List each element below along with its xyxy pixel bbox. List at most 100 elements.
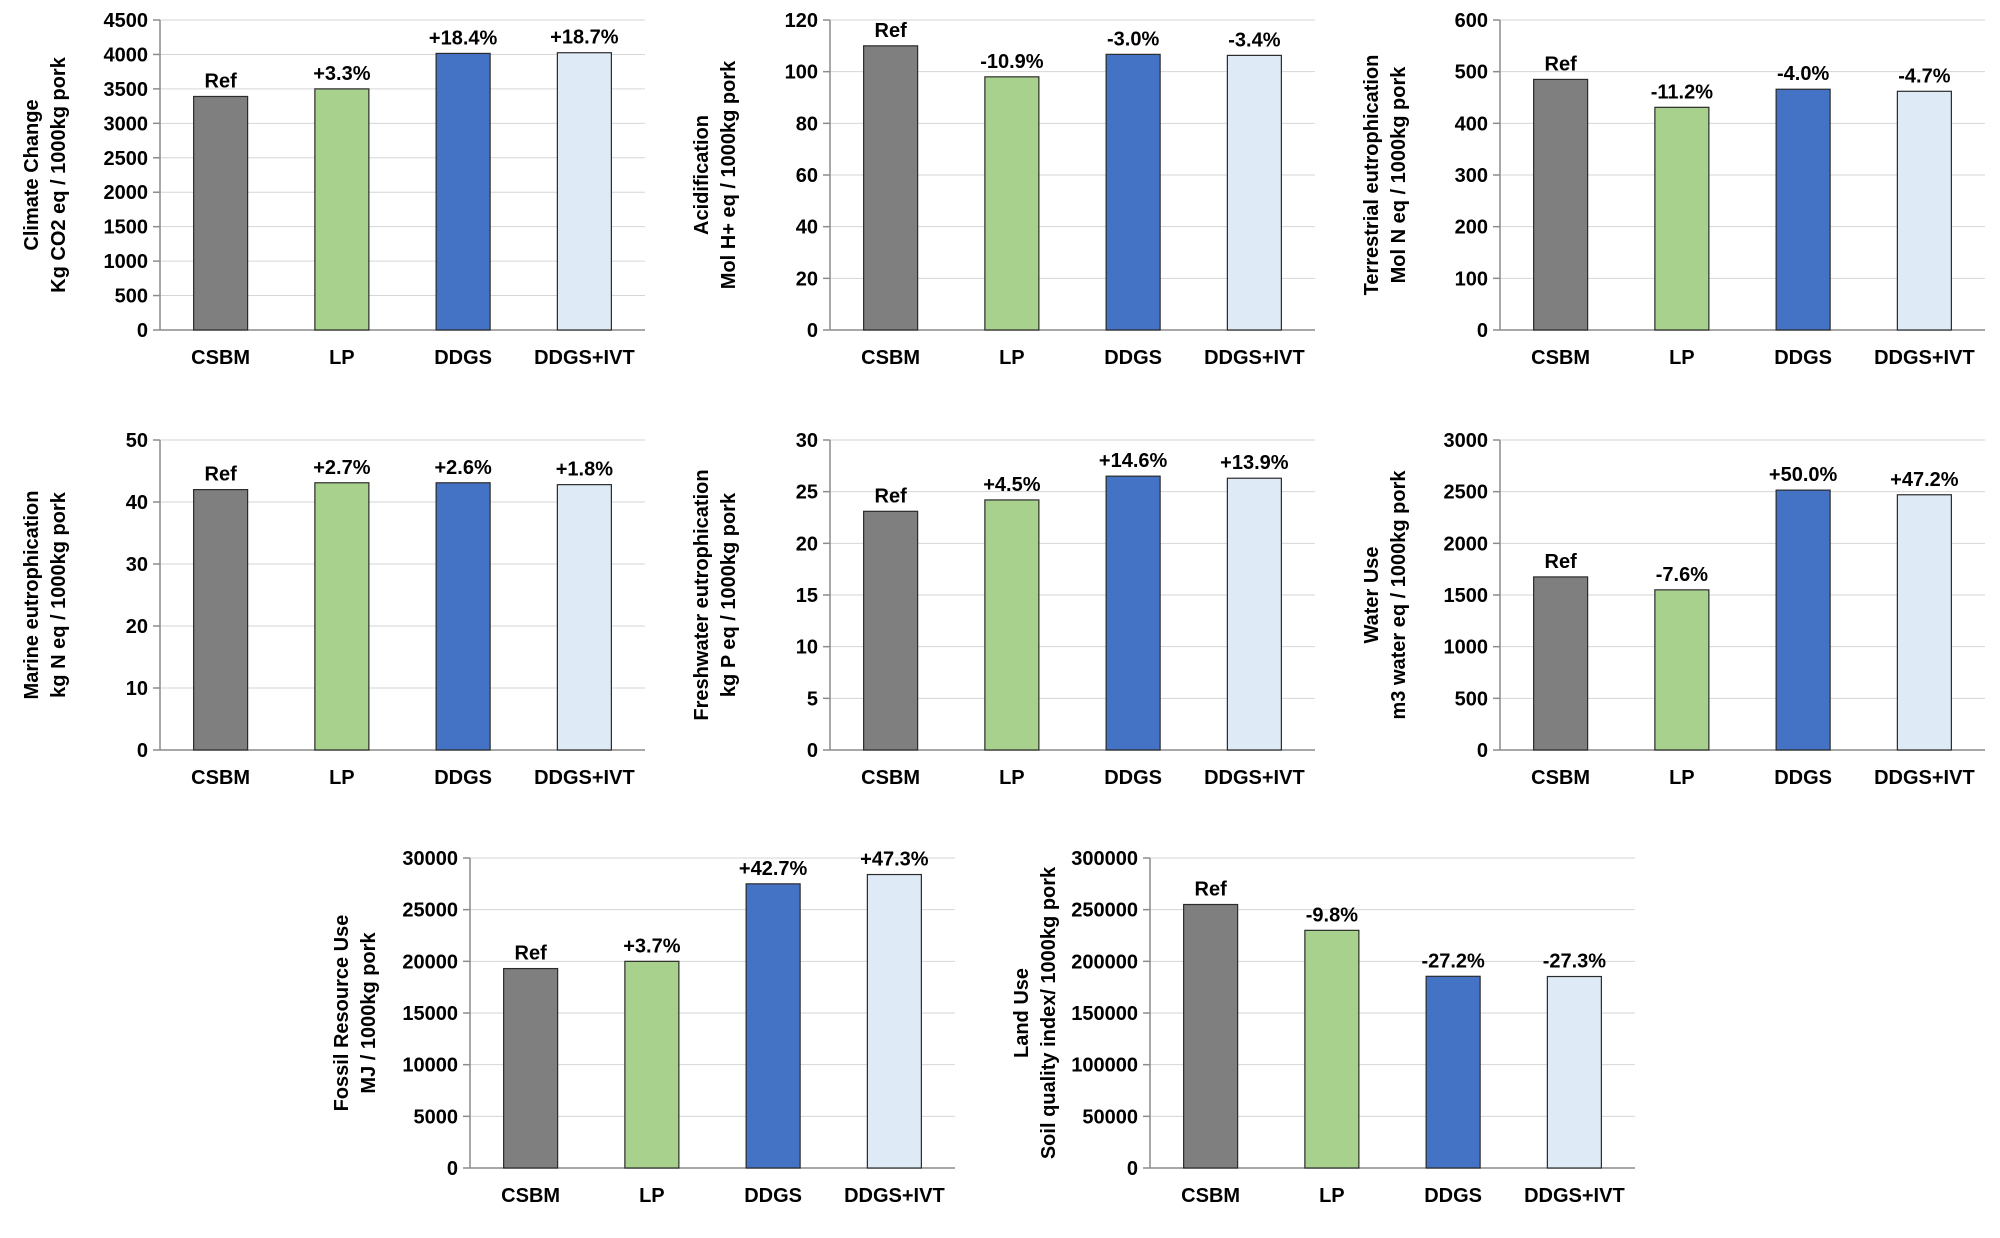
y-tick-label: 0 xyxy=(447,1158,458,1180)
bar-lp xyxy=(984,76,1040,331)
bar-csbm xyxy=(1533,78,1589,331)
y-tick-label: 20 xyxy=(796,533,818,555)
y-tick-label: 5 xyxy=(807,688,818,710)
x-category-label: LP xyxy=(639,1185,665,1207)
bar-ddgs-ivt xyxy=(1546,975,1602,1169)
y-axis-title: kg P eq / 1000kg pork xyxy=(718,492,740,697)
y-axis-title: Freshwater eutrophication xyxy=(691,469,713,720)
data-label: +13.9% xyxy=(1220,452,1289,474)
y-tick-label: 150000 xyxy=(1071,1003,1138,1025)
y-tick-label: 100000 xyxy=(1071,1055,1138,1077)
y-tick-label: 1500 xyxy=(1444,585,1489,607)
y-tick-label: 300000 xyxy=(1071,848,1138,870)
x-category-label: DDGS+IVT xyxy=(1874,767,1975,789)
data-label: +3.3% xyxy=(313,63,370,85)
y-tick-label: 50 xyxy=(126,430,148,452)
chart-svg: 0 20 40 60 80 100 120 Ref CSBM -10.9% LP -3.0% DDGS -… xyxy=(691,10,1315,369)
x-category-label: DDGS xyxy=(1424,1185,1482,1207)
data-label: +1.8% xyxy=(556,459,613,481)
x-category-label: DDGS xyxy=(434,767,492,789)
bar-ddgs-ivt xyxy=(556,484,612,751)
y-tick-label: 600 xyxy=(1455,10,1488,32)
x-category-label: LP xyxy=(1669,347,1695,369)
chart-svg: 0 500 1000 1500 2000 2500 3000 3500 4000 4500 Ref C… xyxy=(21,10,645,369)
y-tick-label: 500 xyxy=(1455,688,1488,710)
y-axis-title: Soil quality index/ 1000kg pork xyxy=(1038,866,1060,1159)
y-tick-label: 200 xyxy=(1455,217,1488,239)
y-axis-title: MJ / 1000kg pork xyxy=(358,932,380,1094)
y-tick-label: 0 xyxy=(1477,320,1488,342)
bar-ddgs-ivt xyxy=(1896,494,1952,751)
x-category-label: DDGS+IVT xyxy=(534,347,635,369)
bar-ddgs xyxy=(1425,975,1481,1169)
bar-ddgs-ivt xyxy=(1226,54,1282,331)
y-tick-label: 25 xyxy=(796,482,818,504)
bar-lp xyxy=(1654,106,1710,331)
data-label: Ref xyxy=(1545,53,1578,75)
data-label: Ref xyxy=(1545,551,1578,573)
y-tick-label: 60 xyxy=(796,165,818,187)
data-label: Ref xyxy=(1195,879,1228,901)
x-category-label: DDGS xyxy=(1774,767,1832,789)
y-tick-label: 0 xyxy=(1477,740,1488,762)
bar-lp xyxy=(624,960,680,1169)
y-tick-label: 3000 xyxy=(1444,430,1489,452)
bar-ddgs xyxy=(1775,489,1831,751)
data-label: -4.0% xyxy=(1777,63,1829,85)
x-category-label: LP xyxy=(329,767,355,789)
y-tick-label: 1500 xyxy=(104,217,149,239)
chart-fossil-resource-use: 0 5000 10000 15000 20000 25000 30000 Ref CSBM +3.… xyxy=(310,838,970,1238)
data-label: -27.3% xyxy=(1543,951,1607,973)
y-tick-label: 500 xyxy=(115,286,148,308)
data-label: -10.9% xyxy=(980,51,1044,73)
data-label: Ref xyxy=(205,70,238,92)
y-tick-label: 4500 xyxy=(104,10,149,32)
y-axis-title: Fossil Resource Use xyxy=(331,915,353,1112)
y-axis-title: Marine eutrophication xyxy=(21,491,43,700)
data-label: +47.3% xyxy=(860,849,929,871)
y-tick-label: 4000 xyxy=(104,44,149,66)
bar-ddgs-ivt xyxy=(556,52,612,331)
bar-ddgs xyxy=(1775,88,1831,331)
y-axis-title: kg N eq / 1000kg pork xyxy=(48,491,70,698)
chart-svg: 0 5000 10000 15000 20000 25000 30000 Ref CSBM +3.… xyxy=(331,848,955,1207)
y-tick-label: 15000 xyxy=(402,1003,458,1025)
bar-csbm xyxy=(863,510,919,751)
bar-lp xyxy=(314,88,370,331)
x-category-label: DDGS xyxy=(744,1185,802,1207)
bar-lp xyxy=(1304,929,1360,1169)
y-tick-label: 1000 xyxy=(104,251,149,273)
y-tick-label: 120 xyxy=(785,10,818,32)
chart-svg: 0 500 1000 1500 2000 2500 3000 Ref CSBM -7.6% LP +5… xyxy=(1361,430,1985,789)
y-tick-label: 15 xyxy=(796,585,818,607)
bar-lp xyxy=(984,499,1040,751)
y-tick-label: 3000 xyxy=(104,113,149,135)
bar-ddgs-ivt xyxy=(1896,90,1952,331)
bar-ddgs xyxy=(1105,475,1161,751)
x-category-label: DDGS xyxy=(1104,767,1162,789)
y-axis-title: Mol H+ eq / 1000kg pork xyxy=(718,60,740,289)
data-label: Ref xyxy=(515,943,548,965)
y-tick-label: 20 xyxy=(796,268,818,290)
data-label: +18.7% xyxy=(550,27,619,49)
y-axis-title: Acidification xyxy=(691,115,713,235)
x-category-label: LP xyxy=(1669,767,1695,789)
data-label: +4.5% xyxy=(983,474,1040,496)
x-category-label: LP xyxy=(329,347,355,369)
x-category-label: LP xyxy=(1319,1185,1345,1207)
y-tick-label: 40 xyxy=(126,492,148,514)
bar-lp xyxy=(1654,589,1710,751)
x-category-label: DDGS+IVT xyxy=(1524,1185,1625,1207)
y-axis-title: Mol N eq / 1000kg pork xyxy=(1388,66,1410,284)
y-tick-label: 30 xyxy=(796,430,818,452)
y-tick-label: 10 xyxy=(796,637,818,659)
y-tick-label: 0 xyxy=(137,320,148,342)
x-category-label: LP xyxy=(999,767,1025,789)
bar-lp xyxy=(314,482,370,751)
x-category-label: DDGS xyxy=(1774,347,1832,369)
y-tick-label: 400 xyxy=(1455,113,1488,135)
y-axis-title: Water Use xyxy=(1361,546,1383,643)
y-tick-label: 20000 xyxy=(402,951,458,973)
data-label: -4.7% xyxy=(1898,65,1950,87)
